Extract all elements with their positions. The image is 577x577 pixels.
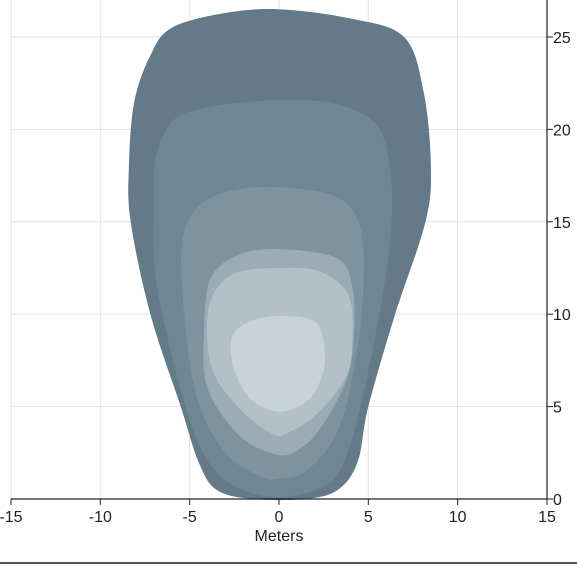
bottom-divider: [0, 562, 577, 564]
x-tick-label: 5: [364, 509, 373, 526]
x-tick-label: -15: [0, 509, 23, 526]
y-tick-label: 5: [553, 400, 562, 417]
contour-band-level-6: [230, 315, 326, 412]
x-tick-label: -5: [183, 509, 197, 526]
y-tick-label: 25: [553, 30, 571, 47]
y-tick-label: 0: [553, 492, 562, 509]
x-tick-label: -10: [89, 509, 112, 526]
x-tick-label: 10: [449, 509, 467, 526]
x-ticks: -15 -10 -5 0 5 10 15: [0, 499, 556, 526]
contour-bands: [128, 8, 432, 501]
y-tick-label: 15: [553, 215, 571, 232]
y-tick-label: 10: [553, 307, 571, 324]
x-tick-label: 15: [538, 509, 556, 526]
y-tick-label: 20: [553, 122, 571, 139]
x-axis-title: Meters: [255, 528, 304, 545]
y-ticks: 0 5 10 15 20 25: [547, 30, 571, 509]
x-tick-label: 0: [275, 509, 284, 526]
